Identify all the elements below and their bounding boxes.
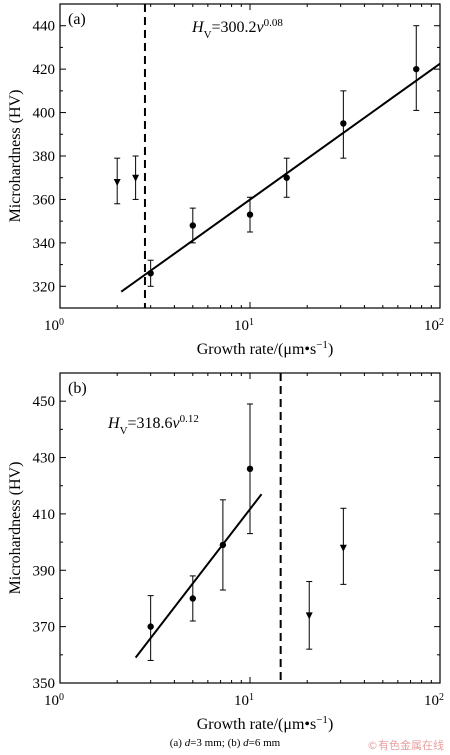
caption-a-text: =3 mm; (b) [190, 737, 244, 749]
y-tick-label: 380 [33, 149, 56, 165]
y-axis-label: Microhardness (HV) [7, 462, 24, 595]
y-tick-label: 430 [33, 451, 56, 467]
data-point-circle [413, 65, 420, 73]
fit-equation: HV=300.2v0.08 [191, 17, 283, 41]
caption-a-label: (a) [169, 737, 185, 749]
chart-panel-b: 350 370 390 410 430 450 100 101 102 Growth rate/(… [7, 372, 444, 733]
data-point-triangle [113, 179, 121, 187]
y-tick-label: 420 [33, 62, 56, 78]
y-tick-label: 340 [33, 236, 56, 252]
y-tick-label: 320 [33, 279, 56, 295]
plot-frame [59, 3, 441, 309]
fit-equation: HV=318.6v0.12 [107, 413, 199, 437]
x-tick-label: 101 [234, 692, 254, 710]
y-tick-label: 440 [33, 19, 56, 35]
x-tick-label: 100 [44, 317, 64, 335]
data-point-triangle [132, 174, 140, 182]
caption-a-var: d [184, 737, 191, 749]
y-tick-label: 370 [33, 620, 56, 636]
y-tick-label: 350 [33, 676, 56, 692]
data-point-circle [147, 623, 154, 630]
panel-label: (b) [68, 380, 87, 397]
data-point-circle [219, 541, 227, 549]
data-point-triangle [305, 612, 313, 620]
fit-line [120, 62, 441, 293]
data-point-circle [189, 222, 197, 229]
y-axis-label: Microhardness (HV) [7, 90, 24, 223]
x-tick-label: 100 [44, 692, 64, 710]
watermark: ©有色金属在线 [367, 739, 444, 752]
data-point-circle [340, 120, 347, 127]
caption-b-var: d [243, 737, 249, 749]
data-point-circle [246, 465, 254, 473]
y-tick-label: 410 [33, 507, 56, 523]
x-tick-label: 102 [424, 692, 444, 710]
x-tick-label: 102 [424, 317, 444, 335]
x-tick-label: 101 [234, 317, 254, 335]
data-point-triangle [339, 544, 347, 552]
panel-label: (a) [68, 11, 86, 28]
x-axis-label: Growth rate/(μm•s−1) [197, 714, 334, 733]
caption-b-text: =6 mm [248, 737, 281, 749]
y-tick-label: 390 [33, 563, 56, 579]
y-tick-label: 450 [33, 394, 56, 410]
data-point-circle [189, 595, 197, 602]
data-point-circle [283, 174, 290, 181]
fit-line [134, 493, 263, 659]
y-tick-label: 400 [33, 106, 56, 122]
figure-caption: (a) d=3 mm; (b) d=6 mm [0, 737, 450, 749]
chart-panel-a: 320 340 360 380 400 420 440 100 101 102 Growth rat… [7, 3, 444, 358]
y-tick-label: 360 [33, 192, 56, 208]
data-point-circle [246, 211, 254, 218]
x-axis-label: Growth rate/(μm•s−1) [197, 339, 334, 358]
data-point-circle [147, 270, 154, 277]
